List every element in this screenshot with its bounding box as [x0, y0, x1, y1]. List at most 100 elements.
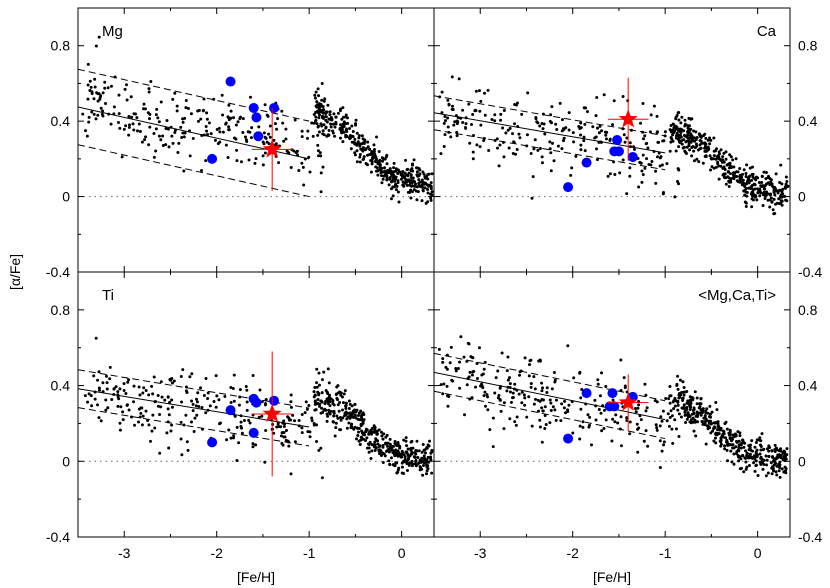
field-star-point [144, 135, 148, 139]
field-star-point [586, 413, 590, 417]
field-star-point [772, 457, 776, 461]
field-star-point [514, 152, 518, 156]
field-star-point [579, 126, 583, 130]
field-star-point [553, 380, 557, 384]
field-star-point [708, 154, 712, 158]
field-star-point [641, 153, 645, 157]
field-star-point [417, 178, 421, 182]
field-star-point [98, 97, 102, 101]
field-star-point [729, 177, 733, 181]
field-star-point [171, 141, 175, 145]
field-star-point [233, 414, 237, 418]
field-star-point [282, 435, 286, 439]
field-star-point [406, 190, 410, 194]
field-star-point [227, 428, 231, 432]
field-star-point [525, 415, 529, 419]
field-star-point [151, 392, 155, 396]
field-star-point [604, 418, 608, 422]
field-star-point [220, 93, 224, 97]
field-star-point [338, 401, 342, 405]
field-star-point [504, 131, 508, 135]
field-star-point [369, 152, 373, 156]
field-star-point [424, 472, 428, 476]
field-star-point [312, 121, 316, 125]
field-star-point [257, 415, 261, 419]
field-star-point [718, 427, 722, 431]
field-star-point [540, 161, 544, 165]
field-star-point [710, 165, 714, 169]
field-star-point [377, 149, 381, 153]
field-star-point [655, 131, 659, 135]
field-star-point [439, 383, 443, 387]
field-star-point [335, 385, 339, 389]
field-star-point [360, 417, 364, 421]
field-star-point [533, 387, 537, 391]
field-star-point [677, 412, 681, 416]
field-star-point [511, 132, 515, 136]
field-star-point [388, 437, 392, 441]
field-star-point [359, 409, 363, 413]
field-star-point [725, 440, 729, 444]
cluster-point [627, 151, 638, 162]
field-star-point [184, 413, 188, 417]
field-star-point [676, 128, 680, 132]
field-star-point [744, 467, 748, 471]
field-star-point [426, 188, 430, 192]
y-tick-label: 0.4 [798, 378, 818, 394]
field-star-point [654, 423, 658, 427]
field-star-point [143, 138, 147, 142]
field-star-point [695, 402, 699, 406]
field-star-point [654, 169, 658, 173]
field-star-point [375, 431, 379, 435]
field-star-point [744, 204, 748, 208]
field-star-point [122, 382, 126, 386]
field-star-point [264, 428, 268, 432]
field-star-point [386, 169, 390, 173]
field-star-point [160, 395, 164, 399]
field-star-point [320, 378, 324, 382]
field-star-point [605, 130, 609, 134]
cluster-point [207, 437, 218, 448]
field-star-point [229, 436, 233, 440]
field-star-point [405, 168, 409, 172]
field-star-point [318, 151, 322, 155]
field-star-point [501, 126, 505, 130]
field-star-point [541, 127, 545, 131]
field-star-point [226, 115, 230, 119]
field-star-point [596, 126, 600, 130]
field-star-point [200, 405, 204, 409]
field-star-point [345, 116, 349, 120]
field-star-point [594, 114, 598, 118]
field-star-point [679, 121, 683, 125]
field-star-point [695, 136, 699, 139]
field-star-point [410, 190, 414, 194]
field-star-point [543, 405, 547, 409]
field-star-point [623, 386, 627, 390]
field-star-point [89, 394, 93, 398]
field-star-point [239, 420, 243, 424]
field-star-point [393, 449, 397, 453]
field-star-point [595, 158, 599, 162]
field-star-point [552, 159, 556, 163]
field-star-point [724, 436, 728, 440]
field-star-point [133, 423, 137, 427]
field-star-point [758, 452, 762, 456]
field-star-point [685, 417, 689, 421]
field-star-point [445, 367, 449, 371]
field-star-point [470, 355, 474, 359]
x-axis-label-right: [Fe/H] [593, 569, 631, 585]
field-star-point [560, 118, 564, 122]
field-star-point [513, 122, 517, 126]
field-star-point [366, 145, 370, 149]
field-star-point [159, 138, 163, 142]
field-star-point [766, 175, 770, 179]
field-star-point [316, 124, 320, 128]
field-star-point [685, 405, 689, 409]
field-star-point [370, 160, 374, 164]
field-star-point [676, 408, 680, 412]
field-star-point [528, 363, 532, 367]
field-star-point [244, 138, 248, 142]
field-star-point [600, 371, 604, 375]
field-star-point [272, 138, 276, 142]
field-star-point [665, 162, 669, 166]
